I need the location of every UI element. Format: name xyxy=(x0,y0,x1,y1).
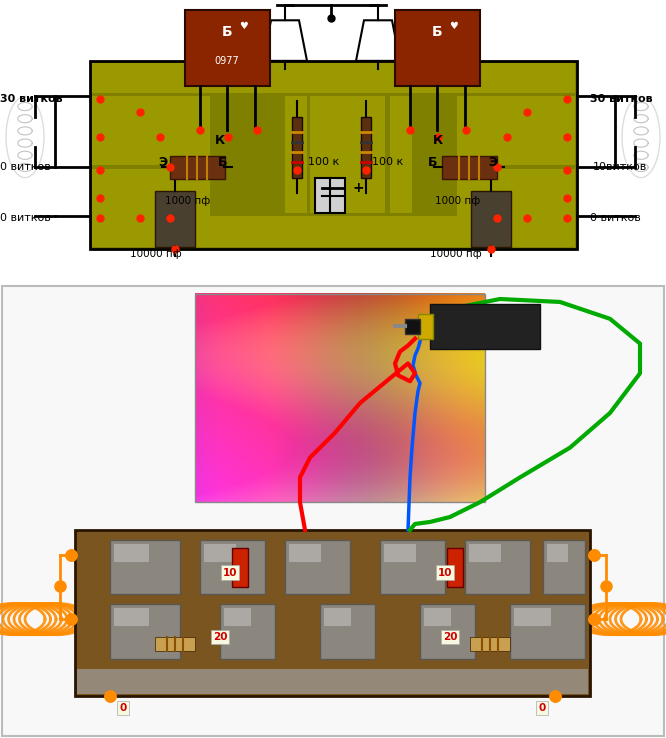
Text: 20: 20 xyxy=(212,632,227,642)
Bar xyxy=(114,608,149,626)
Bar xyxy=(185,10,270,86)
Bar xyxy=(155,191,195,246)
Text: 0 витков: 0 витков xyxy=(0,213,51,223)
Text: ♥: ♥ xyxy=(238,21,247,32)
Bar xyxy=(220,604,275,659)
Bar xyxy=(471,191,511,246)
Bar xyxy=(292,117,302,178)
Text: 0 витков: 0 витков xyxy=(0,162,51,173)
Text: Б: Б xyxy=(222,26,232,39)
Bar xyxy=(92,63,575,93)
Text: 30 витков: 30 витков xyxy=(590,94,653,105)
Text: 0: 0 xyxy=(538,703,545,713)
Bar xyxy=(395,10,480,86)
Bar xyxy=(390,97,412,213)
Bar xyxy=(324,608,351,626)
Bar xyxy=(465,539,530,594)
Bar xyxy=(285,97,307,213)
Bar xyxy=(384,544,416,562)
Text: Б: Б xyxy=(428,156,438,169)
Bar xyxy=(510,604,585,659)
Bar xyxy=(310,97,385,213)
Bar xyxy=(285,539,350,594)
Text: 0 витков: 0 витков xyxy=(590,213,641,223)
Text: 30 витков: 30 витков xyxy=(0,94,63,105)
Bar xyxy=(114,544,149,562)
Text: Э: Э xyxy=(488,156,497,169)
Text: 10витков: 10витков xyxy=(593,162,647,173)
Bar xyxy=(92,216,575,246)
Bar xyxy=(447,548,463,587)
Polygon shape xyxy=(263,20,307,61)
Bar xyxy=(110,604,180,659)
Bar xyxy=(420,604,475,659)
Bar xyxy=(110,539,180,594)
Text: ♥: ♥ xyxy=(449,21,458,32)
Text: +: + xyxy=(352,181,364,195)
Bar xyxy=(543,539,585,594)
Bar xyxy=(442,156,497,179)
Text: 100 к: 100 к xyxy=(372,157,403,168)
Text: Б: Б xyxy=(218,156,228,169)
Text: 0977: 0977 xyxy=(214,56,239,66)
Text: 10000 пф: 10000 пф xyxy=(130,249,182,259)
Bar xyxy=(514,608,551,626)
Text: 0: 0 xyxy=(119,703,127,713)
Bar xyxy=(289,544,321,562)
Bar xyxy=(424,608,451,626)
Bar xyxy=(204,544,236,562)
Text: К: К xyxy=(433,134,443,147)
Text: 10: 10 xyxy=(222,568,237,578)
Bar xyxy=(380,539,445,594)
Bar xyxy=(418,314,433,339)
Text: К: К xyxy=(215,134,225,147)
Polygon shape xyxy=(356,20,400,61)
Bar xyxy=(469,544,501,562)
Text: 1000 пф: 1000 пф xyxy=(435,196,480,206)
Bar xyxy=(224,608,251,626)
Bar xyxy=(195,294,485,502)
Text: 10: 10 xyxy=(438,568,452,578)
Bar xyxy=(170,156,225,179)
Bar xyxy=(315,178,345,213)
Bar xyxy=(470,637,510,651)
Bar xyxy=(457,170,575,216)
Text: 20: 20 xyxy=(443,632,458,642)
Bar xyxy=(90,61,577,249)
Bar xyxy=(155,637,195,651)
Bar xyxy=(200,539,265,594)
Text: 10000 пф: 10000 пф xyxy=(430,249,482,259)
Bar xyxy=(320,604,375,659)
Bar xyxy=(75,530,590,697)
Bar xyxy=(361,117,371,178)
Text: Э: Э xyxy=(158,156,167,169)
Bar xyxy=(405,319,420,334)
Bar xyxy=(457,97,575,165)
Text: 100 к: 100 к xyxy=(308,157,339,168)
Text: 1000 пф: 1000 пф xyxy=(165,196,210,206)
Bar xyxy=(430,304,540,348)
Bar xyxy=(92,97,210,165)
Bar xyxy=(92,170,210,216)
Text: Б: Б xyxy=(432,26,442,39)
Bar xyxy=(232,548,248,587)
Bar xyxy=(77,669,588,694)
Bar xyxy=(547,544,568,562)
